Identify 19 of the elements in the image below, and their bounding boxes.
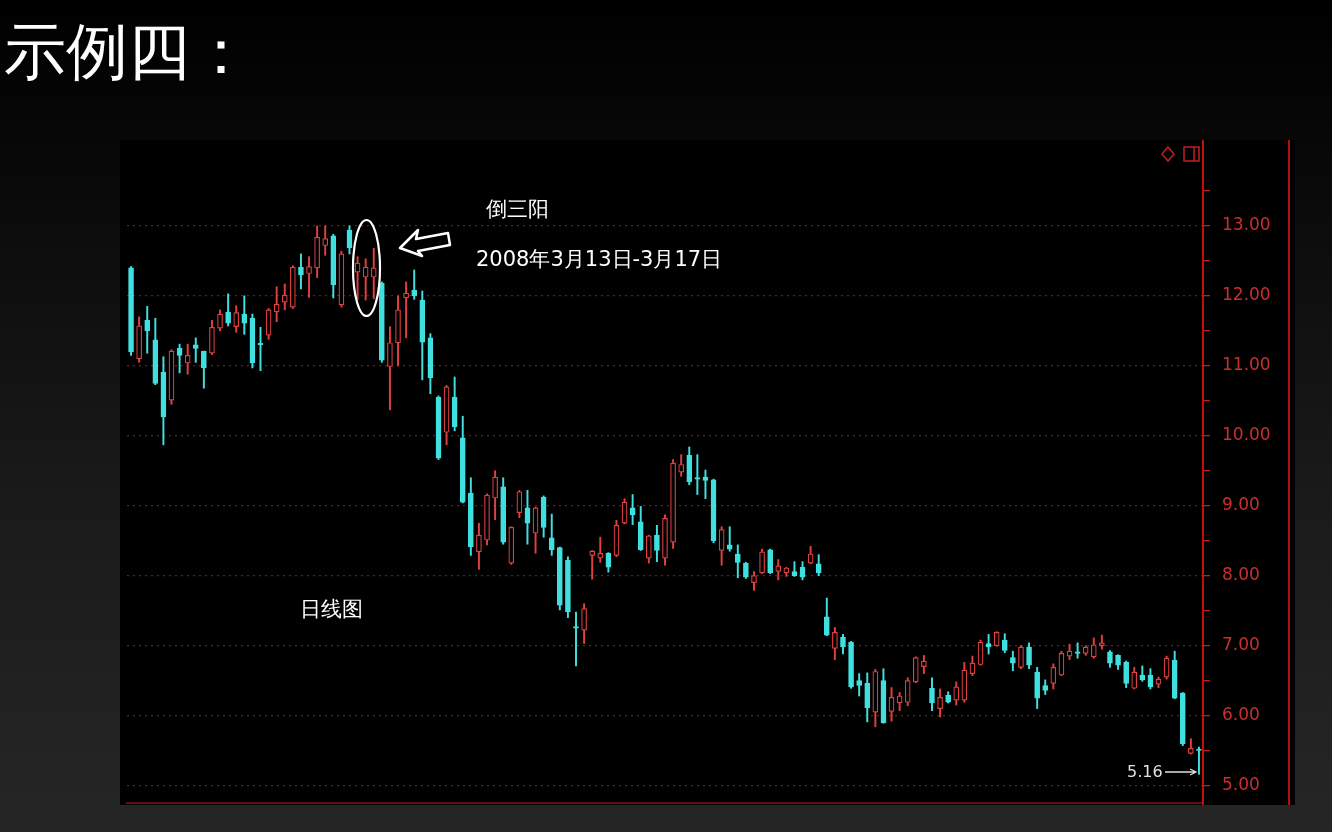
annotation: 2008年3月13日-3月17日 <box>476 246 723 273</box>
y-tick-label: 12.00 <box>1222 284 1271 305</box>
y-tick-label: 11.00 <box>1222 354 1271 375</box>
y-tick-label: 13.00 <box>1222 214 1271 235</box>
y-tick-label: 9.00 <box>1222 494 1260 515</box>
annotation: 日线图 <box>300 596 363 623</box>
y-tick-label: 8.00 <box>1222 564 1260 585</box>
annotation: 5.16 <box>1127 762 1163 781</box>
chart-title: 示例四： <box>4 14 252 90</box>
y-tick-label: 10.00 <box>1222 424 1271 445</box>
candlestick <box>403 281 409 339</box>
y-tick-label: 7.00 <box>1222 634 1260 655</box>
annotation: 倒三阳 <box>486 196 549 223</box>
y-tick-label: 5.00 <box>1222 773 1260 794</box>
candlestick <box>573 611 579 667</box>
y-tick-label: 6.00 <box>1222 703 1260 724</box>
candlestick <box>1196 746 1202 775</box>
candlestick <box>1074 642 1081 659</box>
candlestick <box>694 454 701 495</box>
